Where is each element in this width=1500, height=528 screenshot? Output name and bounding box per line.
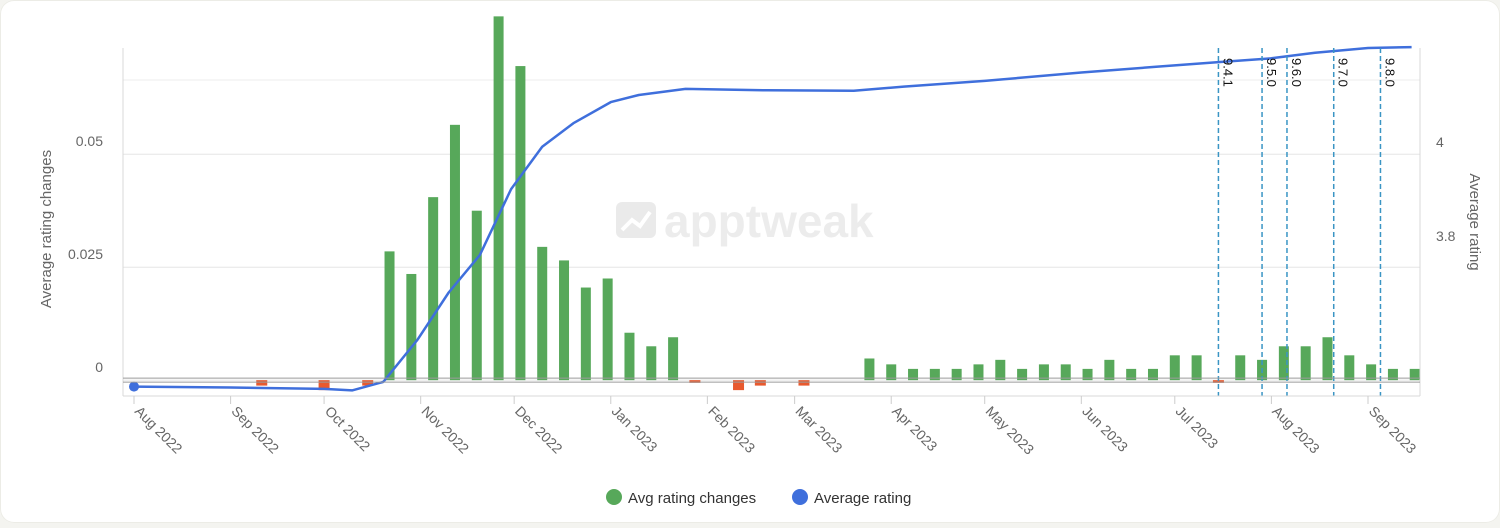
bar-negative[interactable] xyxy=(1212,380,1224,383)
legend-item-avg-rating-changes[interactable]: Avg rating changes xyxy=(606,489,756,507)
x-tick-label: Jan 2023 xyxy=(609,403,661,455)
x-tick-label: Mar 2023 xyxy=(793,403,846,456)
left-tick-label: 0.05 xyxy=(76,133,103,149)
bar[interactable] xyxy=(449,124,460,381)
version-marker-label: 9.4.1 xyxy=(1220,58,1235,87)
bar[interactable] xyxy=(1169,355,1180,381)
bar[interactable] xyxy=(1191,355,1202,381)
watermark: apptweak xyxy=(616,195,874,247)
bar[interactable] xyxy=(1147,368,1158,381)
bar[interactable] xyxy=(406,273,417,381)
bar[interactable] xyxy=(864,358,875,381)
bar[interactable] xyxy=(1278,346,1289,381)
x-tick-label: May 2023 xyxy=(983,403,1038,458)
bar[interactable] xyxy=(537,246,548,381)
right-tick-label: 4 xyxy=(1436,134,1444,150)
watermark-logo-icon xyxy=(616,202,656,238)
bar[interactable] xyxy=(580,287,591,381)
legend-swatch-blue xyxy=(792,489,808,505)
bar[interactable] xyxy=(951,368,962,381)
bar[interactable] xyxy=(1082,368,1093,381)
version-marker-label: 9.7.0 xyxy=(1336,58,1351,87)
legend-item-average-rating[interactable]: Average rating xyxy=(792,489,911,507)
bar[interactable] xyxy=(646,346,657,381)
bar[interactable] xyxy=(515,66,526,381)
bar[interactable] xyxy=(908,368,919,381)
right-tick-label: 3.8 xyxy=(1436,228,1456,244)
bar-series xyxy=(256,16,1420,391)
version-marker-label: 9.6.0 xyxy=(1289,58,1304,87)
bar[interactable] xyxy=(428,197,439,381)
bar[interactable] xyxy=(995,359,1006,381)
bar[interactable] xyxy=(384,251,395,381)
bar-negative[interactable] xyxy=(689,380,701,383)
bar[interactable] xyxy=(1017,368,1028,381)
bar[interactable] xyxy=(1366,364,1377,381)
x-tick-label: Jul 2023 xyxy=(1173,403,1222,452)
bar[interactable] xyxy=(559,260,570,381)
bar[interactable] xyxy=(471,210,482,381)
left-axis-title: Average rating changes xyxy=(38,150,55,308)
bar[interactable] xyxy=(668,337,679,381)
x-tick-label: Sep 2023 xyxy=(1366,403,1420,457)
bar[interactable] xyxy=(886,364,897,381)
axes: 0 0.025 0.05 3.8 4 Aug 2022 Sep 2022 Oct 2022 No… xyxy=(68,48,1456,458)
bar-negative[interactable] xyxy=(754,380,766,386)
bar[interactable] xyxy=(602,278,613,381)
version-markers: 9.4.1 9.5.0 9.6.0 9.7.0 9.8.0 xyxy=(1217,48,1397,396)
version-marker-label: 9.8.0 xyxy=(1382,58,1397,87)
right-axis-title: Average rating xyxy=(1466,173,1483,270)
legend: Avg rating changes Average rating xyxy=(606,489,911,507)
bar-negative[interactable] xyxy=(256,380,268,386)
bar[interactable] xyxy=(1038,364,1049,381)
bar[interactable] xyxy=(973,364,984,381)
x-tick-label: Dec 2022 xyxy=(512,403,566,457)
bar-negative[interactable] xyxy=(798,380,810,386)
bar[interactable] xyxy=(1104,359,1115,381)
grid-lines xyxy=(123,79,1420,381)
bar[interactable] xyxy=(624,332,635,381)
x-tick-label: Nov 2022 xyxy=(419,403,473,457)
bar[interactable] xyxy=(1300,346,1311,381)
legend-label-avg-rating-changes: Avg rating changes xyxy=(628,490,756,507)
left-tick-label: 0.025 xyxy=(68,246,103,262)
bar[interactable] xyxy=(1387,368,1398,381)
bar-negative[interactable] xyxy=(733,380,745,391)
x-tick-label: Aug 2022 xyxy=(132,403,186,457)
x-tick-label: Jun 2023 xyxy=(1079,403,1131,455)
x-tick-label: Apr 2023 xyxy=(889,403,941,455)
legend-swatch-green xyxy=(606,489,622,505)
bar[interactable] xyxy=(1409,368,1420,381)
x-tick-label: Sep 2022 xyxy=(228,403,282,457)
line-start-point[interactable] xyxy=(129,381,139,392)
bar[interactable] xyxy=(1235,355,1246,381)
bar[interactable] xyxy=(929,368,940,381)
x-tick-label: Oct 2022 xyxy=(322,403,374,455)
bar[interactable] xyxy=(493,16,504,381)
version-marker-label: 9.5.0 xyxy=(1264,58,1279,87)
legend-label-average-rating: Average rating xyxy=(814,490,911,507)
bar-negative[interactable] xyxy=(362,380,374,386)
x-tick-label: Feb 2023 xyxy=(705,403,758,456)
bar[interactable] xyxy=(1126,368,1137,381)
bar[interactable] xyxy=(1344,355,1355,381)
bar-negative[interactable] xyxy=(318,380,330,391)
x-tick-label: Aug 2023 xyxy=(1269,403,1323,457)
left-tick-label: 0 xyxy=(95,359,103,375)
watermark-text: apptweak xyxy=(664,195,874,247)
bar[interactable] xyxy=(1060,364,1071,381)
bar[interactable] xyxy=(1322,337,1333,381)
